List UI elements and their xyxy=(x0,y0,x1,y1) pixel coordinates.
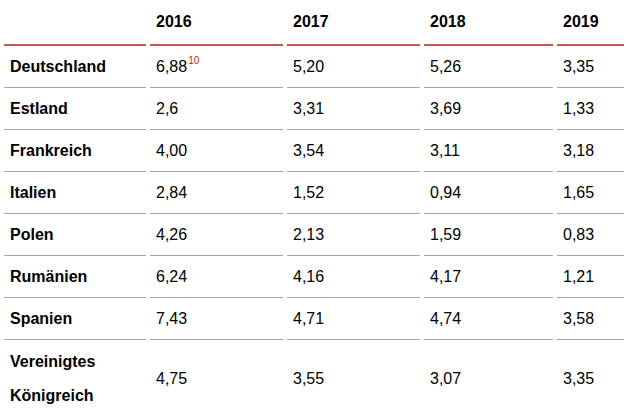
header-row: 2016 2017 2018 2019 xyxy=(4,0,624,46)
column-header-2019: 2019 xyxy=(557,0,624,46)
cell-value: 3,55 xyxy=(287,340,420,418)
cell-value: 6,8810 xyxy=(150,46,283,88)
cell-value: 3,35 xyxy=(557,46,624,88)
cell-value: 1,21 xyxy=(557,256,624,298)
column-header-2018: 2018 xyxy=(424,0,553,46)
cell-value: 4,75 xyxy=(150,340,283,418)
row-label: Frankreich xyxy=(4,130,146,172)
cell-value: 1,65 xyxy=(557,172,624,214)
table-row-deutschland: Deutschland 6,8810 5,20 5,26 3,35 xyxy=(4,46,624,88)
table-row-italien: Italien 2,84 1,52 0,94 1,65 xyxy=(4,172,624,214)
cell-value: 4,71 xyxy=(287,298,420,340)
cell-value: 7,43 xyxy=(150,298,283,340)
cell-value: 0,83 xyxy=(557,214,624,256)
cell-value: 4,17 xyxy=(424,256,553,298)
table-row-frankreich: Frankreich 4,00 3,54 3,11 3,18 xyxy=(4,130,624,172)
row-label: Italien xyxy=(4,172,146,214)
row-label: Rumänien xyxy=(4,256,146,298)
corner-cell xyxy=(4,0,146,46)
cell-value: 2,84 xyxy=(150,172,283,214)
table-row-polen: Polen 4,26 2,13 1,59 0,83 xyxy=(4,214,624,256)
row-label: Spanien xyxy=(4,298,146,340)
cell-value-text: 6,88 xyxy=(156,58,187,75)
cell-value: 3,54 xyxy=(287,130,420,172)
table-row-spanien: Spanien 7,43 4,71 4,74 3,58 xyxy=(4,298,624,340)
cell-value: 1,59 xyxy=(424,214,553,256)
row-label: Estland xyxy=(4,88,146,130)
footnote-marker: 10 xyxy=(188,55,199,66)
cell-value: 3,58 xyxy=(557,298,624,340)
column-header-2017: 2017 xyxy=(287,0,420,46)
table-row-estland: Estland 2,6 3,31 3,69 1,33 xyxy=(4,88,624,130)
cell-value: 1,52 xyxy=(287,172,420,214)
table-row-rumaenien: Rumänien 6,24 4,16 4,17 1,21 xyxy=(4,256,624,298)
cell-value: 4,26 xyxy=(150,214,283,256)
cell-value: 3,11 xyxy=(424,130,553,172)
cell-value: 0,94 xyxy=(424,172,553,214)
cell-value: 3,31 xyxy=(287,88,420,130)
row-label: Deutschland xyxy=(4,46,146,88)
cell-value: 2,6 xyxy=(150,88,283,130)
cell-value: 5,26 xyxy=(424,46,553,88)
cell-value: 3,35 xyxy=(557,340,624,418)
cell-value: 4,74 xyxy=(424,298,553,340)
cell-value: 5,20 xyxy=(287,46,420,88)
column-header-2016: 2016 xyxy=(150,0,283,46)
cell-value: 3,69 xyxy=(424,88,553,130)
cell-value: 6,24 xyxy=(150,256,283,298)
row-label: Polen xyxy=(4,214,146,256)
cell-value: 2,13 xyxy=(287,214,420,256)
cell-value: 4,00 xyxy=(150,130,283,172)
cell-value: 1,33 xyxy=(557,88,624,130)
cell-value: 4,16 xyxy=(287,256,420,298)
row-label: Vereinigtes Königreich xyxy=(4,340,146,418)
table-row-vereinigtes-koenigreich: Vereinigtes Königreich 4,75 3,55 3,07 3,… xyxy=(4,340,624,418)
year-country-data-table: 2016 2017 2018 2019 Deutschland 6,8810 5… xyxy=(0,0,628,418)
cell-value: 3,18 xyxy=(557,130,624,172)
cell-value: 3,07 xyxy=(424,340,553,418)
